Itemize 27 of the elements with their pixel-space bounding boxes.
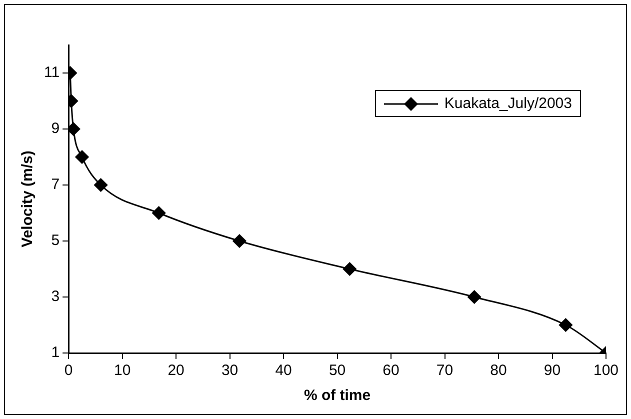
x-tick-label: 70 — [436, 362, 454, 380]
point — [342, 262, 356, 276]
point — [75, 150, 89, 164]
legend-label: Kuakata_July/2003 — [444, 95, 572, 112]
point — [152, 206, 166, 220]
y-tick-label: 1 — [51, 344, 60, 362]
x-tick-label: 50 — [328, 362, 346, 380]
y-tick-label: 11 — [44, 64, 60, 82]
x-tick-label: 30 — [221, 362, 238, 380]
y-tick-label: 9 — [51, 120, 60, 138]
point — [468, 290, 482, 304]
x-tick-label: 60 — [382, 362, 400, 380]
y-tick-label: 7 — [51, 176, 60, 194]
x-tick-label: 40 — [275, 362, 292, 380]
point — [558, 318, 572, 332]
y-axis-title: Velocity (m/s) — [19, 150, 36, 248]
x-tick-label: 10 — [114, 362, 131, 380]
point — [232, 234, 246, 248]
x-tick-label: 100 — [593, 362, 619, 380]
y-tick-label: 3 — [51, 288, 60, 306]
point — [94, 178, 108, 192]
x-axis-title: % of time — [304, 387, 371, 404]
x-tick-label: 90 — [544, 362, 561, 380]
x-tick-label: 20 — [168, 362, 184, 380]
x-tick-label: 80 — [490, 362, 507, 380]
y-tick-label: 5 — [51, 232, 60, 250]
x-tick-label: 0 — [64, 362, 73, 380]
